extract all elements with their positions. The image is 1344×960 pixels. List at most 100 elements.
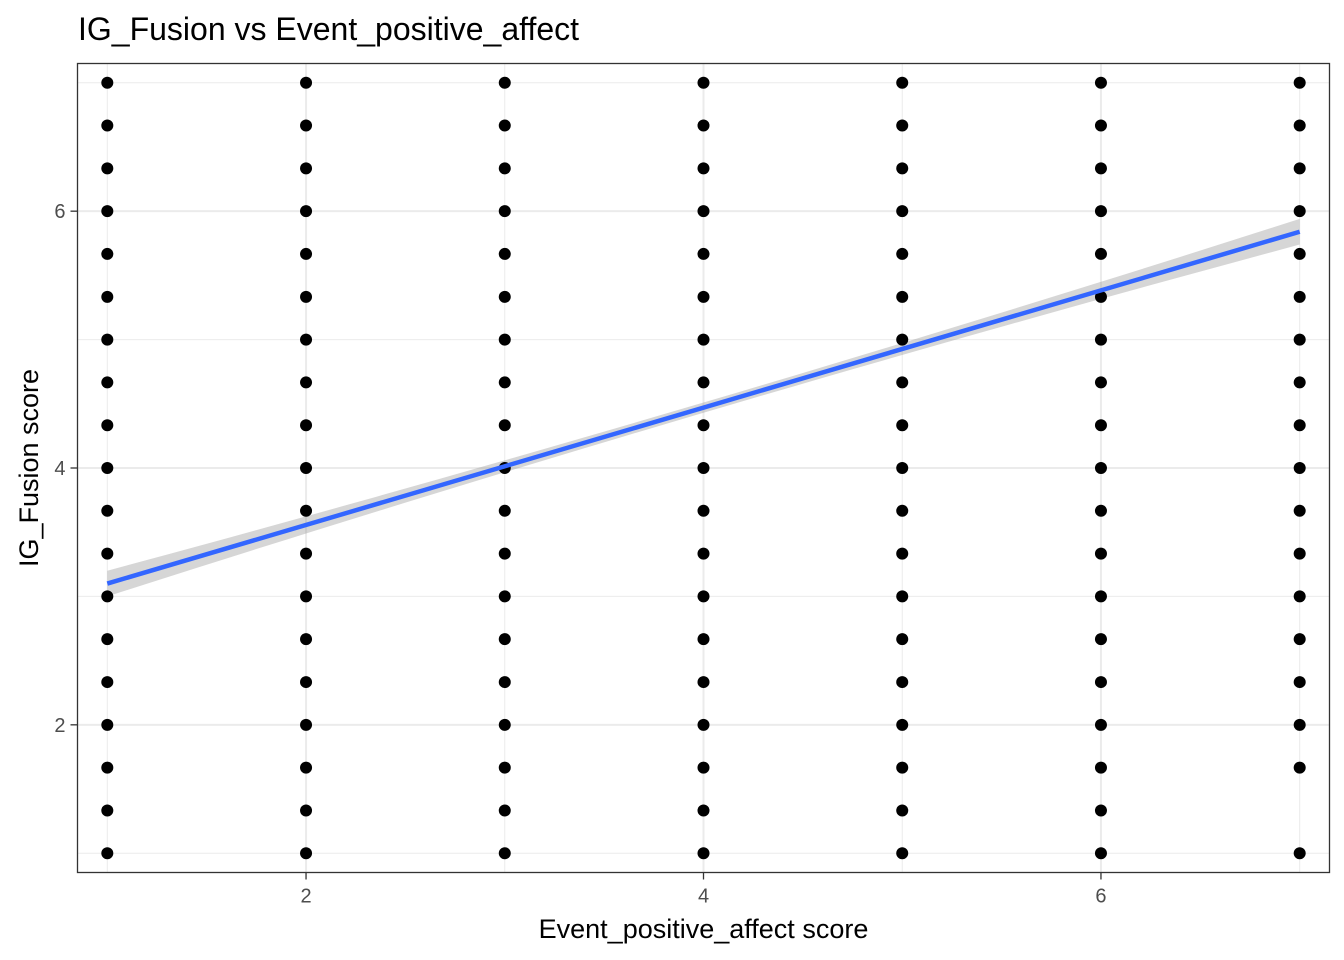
- data-point: [1293, 247, 1306, 260]
- data-point: [1094, 462, 1107, 474]
- x-tick-label: 4: [698, 886, 709, 908]
- data-point: [697, 119, 710, 132]
- data-point: [498, 847, 511, 860]
- data-point: [498, 119, 511, 132]
- data-point: [697, 804, 710, 817]
- data-point: [697, 162, 710, 175]
- data-point: [697, 504, 710, 517]
- data-point: [498, 419, 511, 432]
- y-tick-label: 4: [54, 458, 65, 480]
- data-point: [697, 761, 710, 774]
- data-point: [498, 761, 511, 774]
- data-point: [300, 376, 313, 389]
- data-point: [101, 76, 114, 89]
- data-point: [498, 804, 511, 817]
- data-point: [1293, 504, 1306, 517]
- data-point: [101, 462, 114, 474]
- data-point: [1293, 205, 1306, 218]
- data-point: [101, 676, 114, 689]
- data-point: [697, 462, 710, 474]
- data-point: [697, 547, 710, 560]
- data-point: [498, 205, 511, 218]
- data-point: [896, 847, 909, 860]
- data-point: [896, 676, 909, 689]
- data-point: [1293, 590, 1306, 603]
- data-point: [697, 76, 710, 89]
- data-point: [101, 376, 114, 389]
- x-axis: 2 4 6: [300, 872, 1107, 908]
- data-points: [101, 76, 1306, 860]
- data-point: [300, 419, 313, 432]
- data-point: [697, 847, 710, 860]
- data-point: [300, 76, 313, 89]
- data-point: [1094, 590, 1107, 603]
- data-point: [101, 205, 114, 218]
- data-point: [697, 333, 710, 346]
- data-point: [697, 718, 710, 731]
- data-point: [1293, 376, 1306, 389]
- data-point: [1293, 333, 1306, 346]
- data-point: [1094, 119, 1107, 132]
- data-point: [896, 290, 909, 303]
- data-point: [101, 290, 114, 303]
- data-point: [498, 504, 511, 517]
- data-point: [101, 718, 114, 731]
- data-point: [300, 633, 313, 646]
- data-point: [896, 504, 909, 517]
- data-point: [1293, 847, 1306, 860]
- data-point: [1293, 290, 1306, 303]
- data-point: [697, 419, 710, 432]
- data-point: [1094, 333, 1107, 346]
- data-point: [300, 504, 313, 517]
- data-point: [101, 119, 114, 132]
- data-point: [896, 333, 909, 346]
- y-axis-title: IG_Fusion score: [14, 369, 44, 567]
- data-point: [896, 205, 909, 218]
- data-point: [101, 162, 114, 175]
- data-point: [896, 376, 909, 389]
- data-point: [896, 162, 909, 175]
- chart-title: IG_Fusion vs Event_positive_affect: [78, 11, 579, 47]
- data-point: [101, 547, 114, 560]
- data-point: [101, 590, 114, 603]
- data-point: [697, 676, 710, 689]
- data-point: [896, 590, 909, 603]
- data-point: [1094, 676, 1107, 689]
- data-point: [300, 804, 313, 817]
- data-point: [1094, 162, 1107, 175]
- data-point: [1094, 504, 1107, 517]
- data-point: [1293, 633, 1306, 646]
- data-point: [1293, 462, 1306, 474]
- data-point: [896, 761, 909, 774]
- data-point: [1094, 804, 1107, 817]
- data-point: [1094, 76, 1107, 89]
- data-point: [1293, 547, 1306, 560]
- data-point: [498, 290, 511, 303]
- data-point: [300, 590, 313, 603]
- data-point: [498, 162, 511, 175]
- data-point: [101, 247, 114, 260]
- data-point: [1094, 247, 1107, 260]
- data-point: [697, 633, 710, 646]
- data-point: [896, 718, 909, 731]
- data-point: [1094, 547, 1107, 560]
- data-point: [300, 162, 313, 175]
- data-point: [896, 462, 909, 474]
- data-point: [697, 247, 710, 260]
- data-point: [300, 333, 313, 346]
- y-axis: 2 4 6: [54, 201, 78, 737]
- data-point: [1293, 162, 1306, 175]
- data-point: [697, 590, 710, 603]
- data-point: [896, 633, 909, 646]
- data-point: [101, 847, 114, 860]
- data-point: [300, 847, 313, 860]
- data-point: [1293, 119, 1306, 132]
- data-point: [101, 633, 114, 646]
- data-point: [896, 247, 909, 260]
- data-point: [1094, 205, 1107, 218]
- data-point: [896, 76, 909, 89]
- data-point: [1094, 761, 1107, 774]
- data-point: [101, 333, 114, 346]
- data-point: [498, 718, 511, 731]
- data-point: [300, 547, 313, 560]
